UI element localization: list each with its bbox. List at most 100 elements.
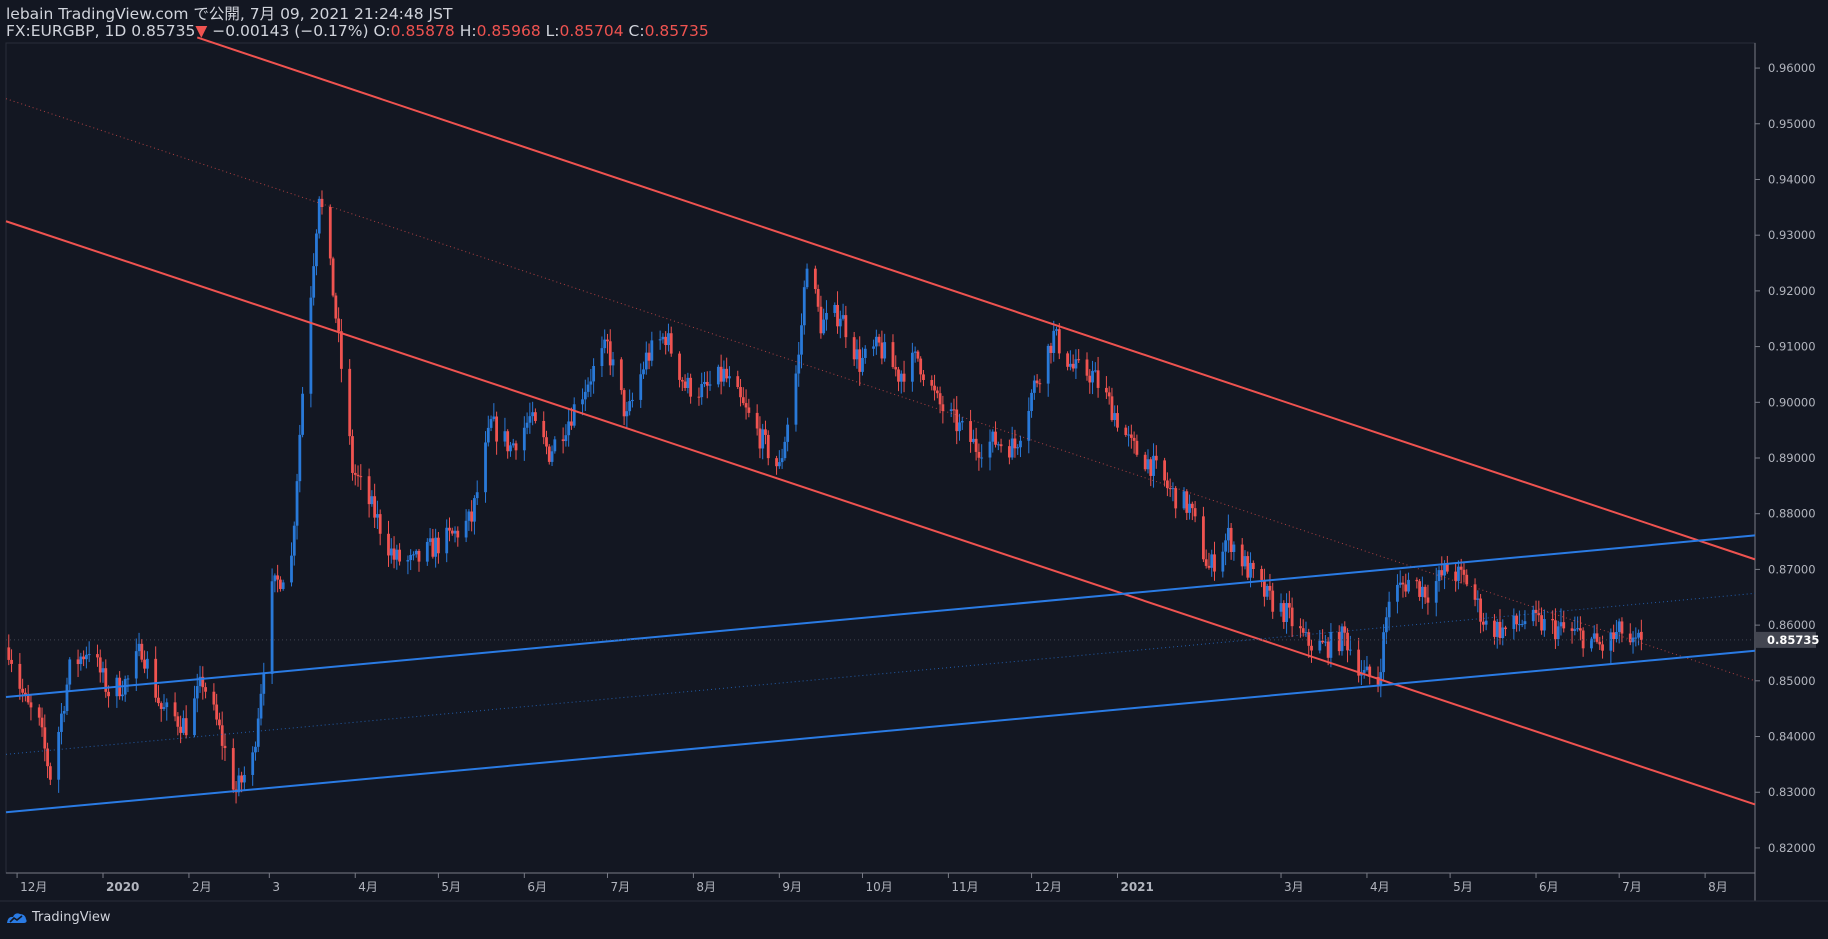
candle-down xyxy=(436,537,440,554)
candle-down xyxy=(852,337,856,360)
candle-up xyxy=(1590,638,1593,649)
price-tick-label: 0.92000 xyxy=(1768,284,1816,298)
low-label: L: xyxy=(545,22,560,40)
candle-down xyxy=(1423,586,1427,598)
candle-up xyxy=(251,752,255,775)
candle-down xyxy=(18,663,22,689)
candle-up xyxy=(195,686,199,699)
price-axis[interactable]: 0.96000 0.95000 0.94000 0.93000 0.92000 0.910… xyxy=(1755,61,1819,855)
candle-up xyxy=(639,374,643,400)
candle-up xyxy=(625,411,629,417)
candle-up xyxy=(913,351,917,353)
candle-up xyxy=(259,693,263,719)
candle-down xyxy=(1154,455,1158,461)
candle-down xyxy=(897,369,900,382)
candle-up xyxy=(68,659,72,685)
candle-down xyxy=(218,719,221,726)
candle-down xyxy=(240,775,244,783)
candle-down xyxy=(37,707,41,718)
candle-down xyxy=(736,376,740,388)
candle-down xyxy=(1465,574,1469,585)
candle-up xyxy=(1113,413,1117,421)
time-axis[interactable]: 12月 2020 2月 3 4月 5月 6月 7月 8月 9月 10月 11月 12月 2021 3月 4月 5… xyxy=(16,873,1728,894)
candle-up xyxy=(57,731,61,780)
tradingview-logo-icon xyxy=(6,911,28,925)
candle-up xyxy=(1068,363,1072,367)
candle-down xyxy=(877,336,881,343)
candle-down xyxy=(356,474,360,477)
candle-up xyxy=(960,421,964,423)
candle-up xyxy=(722,368,726,382)
candle-up xyxy=(1617,621,1621,632)
candle-down xyxy=(351,436,354,473)
candle-down xyxy=(1321,640,1325,643)
candle-down xyxy=(1551,619,1555,621)
candle-down xyxy=(140,643,144,660)
candle-up xyxy=(1434,581,1438,603)
candle-up xyxy=(1224,540,1227,552)
candle-up xyxy=(315,233,318,267)
candle-down xyxy=(173,702,177,717)
candle-down xyxy=(725,368,729,379)
candle-down xyxy=(1124,427,1128,435)
candle-down xyxy=(1213,554,1216,572)
candle-up xyxy=(492,416,496,420)
candle-up xyxy=(467,511,471,521)
candle-up xyxy=(1609,632,1613,651)
candle-up xyxy=(281,582,285,589)
candle-down xyxy=(916,351,920,359)
candle-down xyxy=(334,295,338,319)
candle-up xyxy=(838,318,842,327)
candle-down xyxy=(891,342,895,368)
candle-down xyxy=(26,695,30,703)
candle-up xyxy=(567,421,571,436)
candle-up xyxy=(703,381,706,384)
candle-down xyxy=(844,315,848,338)
candle-up xyxy=(883,342,887,359)
candle-down xyxy=(184,718,188,736)
candle-up xyxy=(134,651,138,679)
candle-down xyxy=(705,381,709,386)
candle-up xyxy=(1387,601,1391,618)
trendlines xyxy=(5,36,1756,814)
price-tick-label: 0.83000 xyxy=(1768,785,1816,799)
candle-down xyxy=(1246,556,1250,578)
candle-up xyxy=(603,339,607,349)
candle-up xyxy=(708,384,712,386)
candle-up xyxy=(1030,392,1033,411)
candle-down xyxy=(880,342,884,359)
price-tick-label: 0.95000 xyxy=(1768,117,1816,131)
candle-up xyxy=(87,654,91,656)
candle-down xyxy=(1368,666,1372,677)
candle-down xyxy=(1271,590,1275,612)
candle-up xyxy=(1512,615,1516,630)
candle-up xyxy=(445,527,449,554)
candle-down xyxy=(398,549,401,562)
price-change: −0.00143 (−0.17%) xyxy=(212,22,369,40)
candle-up xyxy=(484,442,487,493)
candle-down xyxy=(24,692,27,696)
candle-down xyxy=(930,380,934,386)
candle-up xyxy=(1457,566,1460,581)
time-tick-label: 12月 xyxy=(20,880,47,894)
price-tick-label: 0.93000 xyxy=(1768,228,1816,242)
candle-down xyxy=(955,409,959,432)
candle-up xyxy=(1520,624,1524,626)
candle-up xyxy=(872,346,875,349)
candle-down xyxy=(201,676,205,688)
time-tick-label: 11月 xyxy=(951,880,978,894)
candle-down xyxy=(1038,383,1042,385)
candle-down xyxy=(689,377,693,397)
candle-up xyxy=(1517,624,1521,626)
candle-down xyxy=(755,412,759,429)
candle-up xyxy=(1265,585,1269,597)
candle-up xyxy=(642,369,645,375)
candle-up xyxy=(611,359,615,366)
candle-down xyxy=(1307,632,1311,646)
candle-up xyxy=(863,348,867,358)
candle-up xyxy=(473,498,476,522)
candle-down xyxy=(622,390,626,417)
candle-down xyxy=(1537,613,1541,616)
candle-up xyxy=(486,427,490,443)
